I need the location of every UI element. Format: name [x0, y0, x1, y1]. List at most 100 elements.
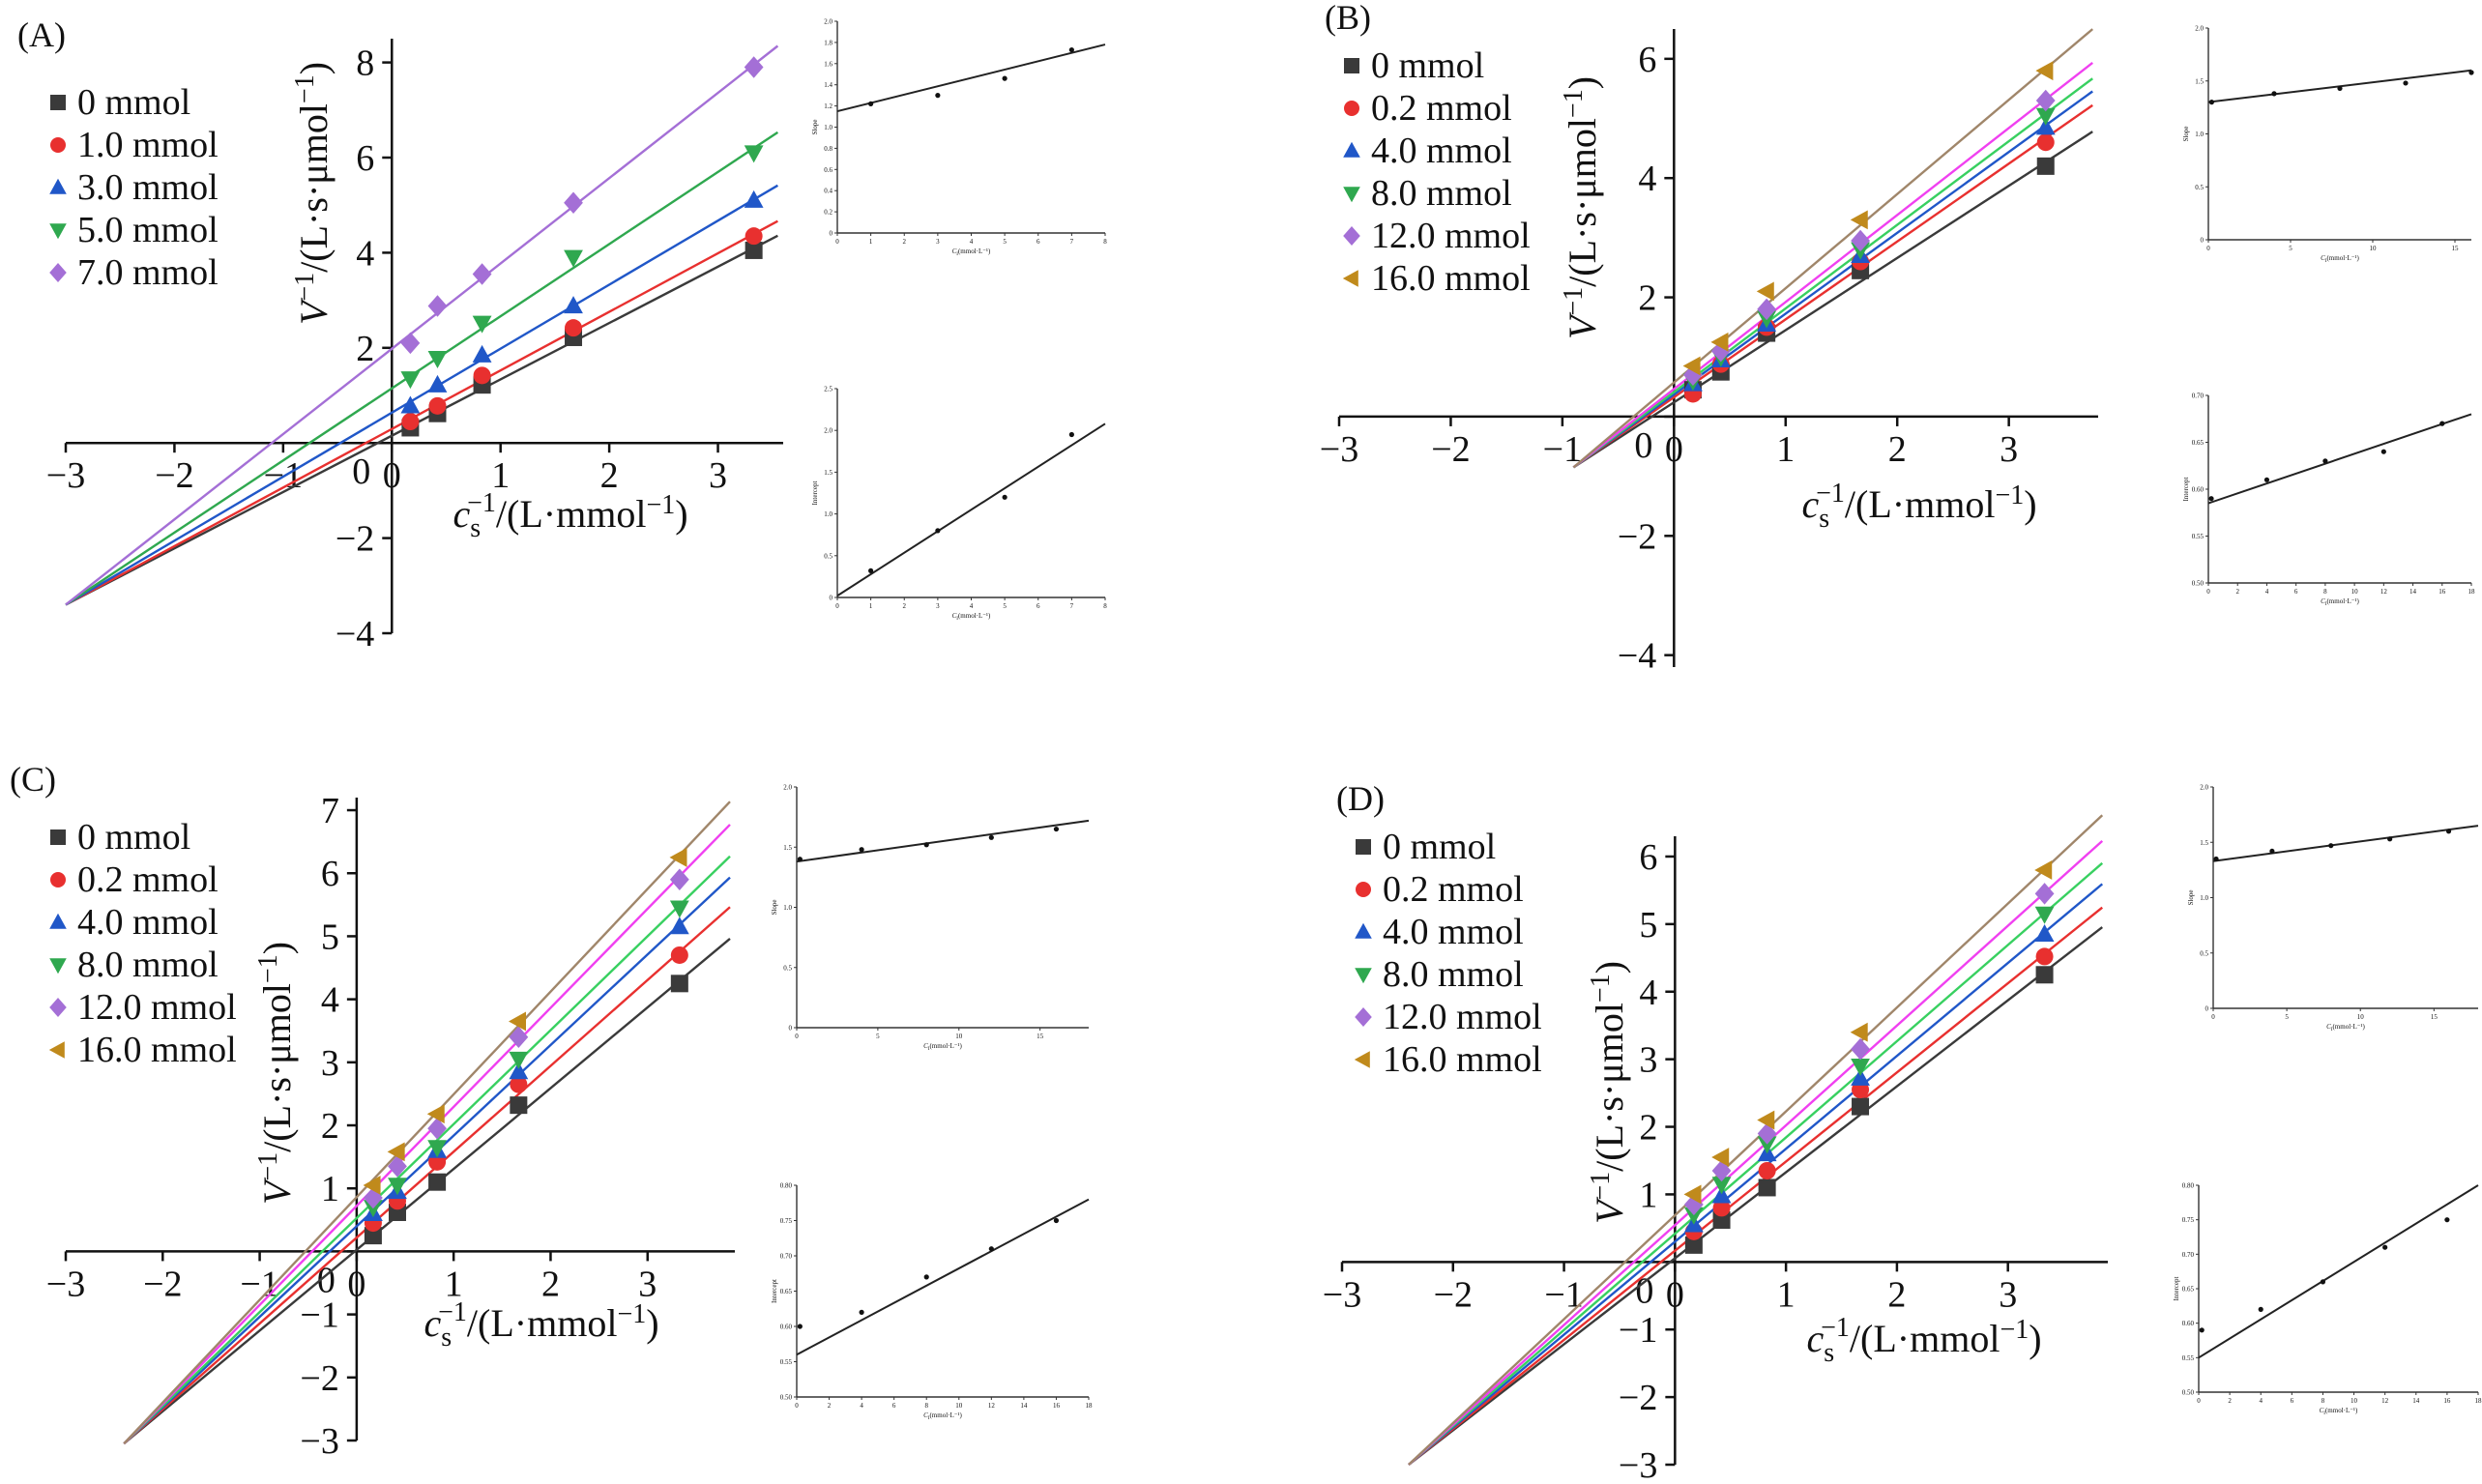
inset-x-tick-label: 10	[955, 1033, 963, 1040]
inset-data-point	[2445, 829, 2452, 834]
y-tick-label: −4	[336, 614, 374, 655]
inset-data-point	[868, 101, 874, 107]
inset-x-tick-label: 1	[869, 238, 873, 246]
fit-line-8-0mmol	[1572, 77, 2093, 469]
x-axis-label: cs−1/(L·mmol−1)	[423, 1297, 658, 1353]
inset-y-tick-label: 0.2	[824, 209, 832, 217]
y-axis-label-var: V	[255, 1177, 299, 1205]
data-point	[472, 315, 492, 334]
data-point	[1852, 1097, 1870, 1116]
data-point	[2034, 906, 2055, 924]
x-tick-label: 0	[347, 1264, 365, 1304]
data-point	[669, 868, 689, 891]
data-point	[1684, 1236, 1703, 1254]
inset-x-tick-label: 0	[835, 602, 839, 610]
legend-marker	[49, 958, 67, 975]
data-point	[1851, 1058, 1870, 1076]
y-tick-label: 1	[321, 1169, 339, 1209]
y-tick-label: −2	[300, 1358, 338, 1399]
panel-label: (B)	[1325, 0, 1371, 37]
data-point	[2034, 923, 2055, 942]
legend-entry: 1.0 mmol	[77, 125, 219, 165]
inset-y-tick-label: 0	[830, 230, 833, 238]
y-axis-label-var: V	[292, 297, 336, 325]
y-tick-label: 4	[356, 233, 374, 274]
x-axis-label-unit-sup: −1	[1995, 480, 2024, 510]
fit-line-3-0mmol	[65, 184, 778, 606]
legend-marker	[1356, 839, 1371, 855]
inset-data-point	[797, 857, 803, 862]
data-point	[1756, 281, 1774, 302]
inset-data-point	[2403, 80, 2409, 86]
inset-x-tick-label: 6	[892, 1402, 896, 1410]
legend-marker	[1343, 187, 1360, 203]
inset-data-point	[859, 847, 864, 853]
data-point	[2036, 157, 2055, 175]
inset-data-point	[2208, 496, 2214, 502]
inset-bottom: 0 0.5 1.0 1.5 2.0 2.5 0 1 2 3 4 5 6 7 8 Intercept CI(mmo…	[811, 386, 1107, 623]
inset-y-tick-label: 1.2	[824, 102, 832, 110]
inset-y-tick-label: 2.0	[2195, 25, 2204, 33]
legend-entry: 4.0 mmol	[1371, 131, 1512, 171]
inset-bottom: 0.50 0.55 0.60 0.65 0.70 0 2 4 6 8 10 12 14 16 18 Inter…	[2182, 393, 2475, 608]
x-tick-label: 2	[1887, 1274, 1906, 1315]
inset-y-label: Intercept	[2173, 1277, 2180, 1301]
fit-line-0-2mmol	[123, 906, 731, 1445]
x-tick-label: 3	[1999, 1274, 2017, 1315]
inset-x-tick-label: 18	[2475, 1397, 2482, 1405]
inset-y-tick-label: 1.8	[824, 39, 832, 46]
inset-y-tick-label: 2.0	[783, 784, 792, 792]
x-axis-label-unit: /(L·mmol	[496, 492, 647, 536]
legend-entry: 0.2 mmol	[1371, 88, 1512, 129]
inset-x-tick-label: 0	[795, 1033, 799, 1040]
fit-line-0mmol	[1408, 926, 2103, 1466]
series-0.2-mmol	[364, 946, 688, 1233]
y-tick-label: 2	[1638, 278, 1656, 319]
fit-lines	[123, 800, 731, 1445]
inset-x-label-var: C	[923, 1411, 928, 1419]
inset-y-label: Slope	[2182, 127, 2190, 142]
inset-y-tick-label: 0.70	[780, 1253, 793, 1261]
inset-fit-line	[2212, 825, 2479, 862]
inset-y-tick-label: 0.5	[824, 552, 832, 560]
legend-marker	[1344, 101, 1359, 116]
inset-x-tick-label: 10	[2351, 588, 2359, 596]
data-point	[1757, 1136, 1777, 1154]
data-point	[669, 848, 687, 867]
inset-x-tick-label: 16	[2438, 588, 2446, 596]
inset-y-tick-label: 0.55	[2192, 533, 2205, 540]
x-axis-label: cs−1/(L·mmol−1)	[1806, 1313, 2041, 1368]
inset-x-tick-label: 16	[2443, 1397, 2451, 1405]
data-point	[509, 1062, 529, 1080]
x-tick-label: 2	[600, 455, 619, 496]
data-point	[364, 1227, 382, 1245]
data-point	[564, 191, 583, 214]
inset-top: 0 0.5 1.0 1.5 2.0 0 5 10 15 Slope CI(mmol·L⁻¹)	[2187, 784, 2479, 1033]
data-point	[1757, 298, 1777, 321]
inset-data-point	[1068, 431, 1074, 438]
data-point	[669, 917, 689, 935]
inset-y-tick-label: 0	[2205, 1005, 2209, 1013]
fit-line-0-2mmol	[1572, 103, 2093, 469]
data-point	[745, 241, 763, 259]
inset-fit-line	[2207, 413, 2472, 505]
inset-x-tick-label: 2	[903, 602, 907, 610]
legend-entry: 16.0 mmol	[1383, 1039, 1542, 1080]
y-tick-label: 3	[1639, 1040, 1657, 1081]
series-0-mmol	[364, 975, 688, 1245]
inset-y-tick-label: 2.0	[824, 427, 832, 435]
inset-x-tick-label: 4	[2259, 1397, 2263, 1405]
inset-x-label-var: C	[2320, 1407, 2324, 1414]
data-point	[428, 396, 447, 415]
series-0-mmol	[1684, 966, 2054, 1254]
inset-y-tick-label: 2.0	[824, 18, 832, 26]
data-point	[388, 1155, 407, 1178]
inset-x-tick-label: 6	[1037, 238, 1040, 246]
inset-y-tick-label: 1.0	[824, 124, 832, 131]
inset-y-tick-label: 0.70	[2182, 1251, 2195, 1259]
data-point	[1711, 1159, 1732, 1182]
inset-x-tick-label: 1	[869, 602, 873, 610]
x-tick-label: −1	[240, 1264, 278, 1304]
